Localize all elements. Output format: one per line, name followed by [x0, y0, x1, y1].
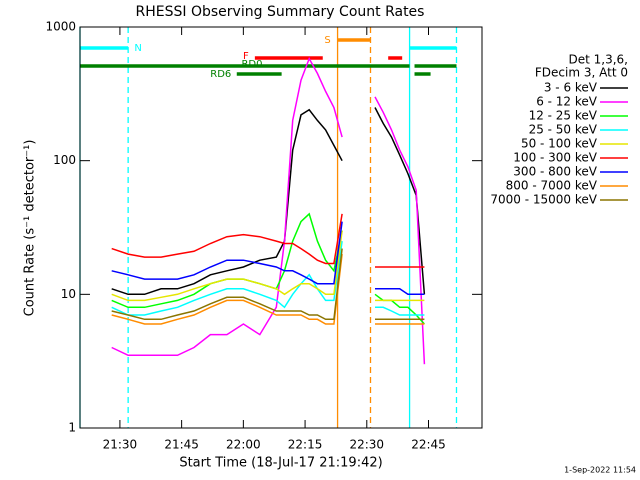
x-tick-label: 22:00 — [226, 438, 261, 452]
legend-label: 12 - 25 keV — [529, 109, 598, 123]
series-line — [111, 213, 425, 268]
legend-label: 800 - 7000 keV — [506, 179, 598, 193]
legend-label: 100 - 300 keV — [513, 151, 597, 165]
flag-label: RD0 — [241, 59, 262, 70]
flag-label: F — [243, 51, 249, 62]
legend-label: 7000 - 15000 keV — [490, 193, 597, 207]
y-tick-label: 1 — [68, 421, 76, 435]
y-tick-label: 1000 — [45, 20, 76, 34]
legend-label: 300 - 800 keV — [513, 165, 597, 179]
x-tick-label: 21:30 — [103, 438, 138, 452]
series-line — [111, 248, 425, 321]
y-axis-label: Count Rate (s⁻¹ detector⁻¹) — [23, 140, 38, 317]
x-tick-label: 21:45 — [164, 438, 199, 452]
legend-label: 50 - 100 keV — [521, 137, 598, 151]
flag-label: N — [134, 43, 141, 54]
y-tick-label: 10 — [61, 287, 76, 301]
series-line — [111, 254, 425, 325]
plot-frame — [79, 26, 483, 429]
x-tick-label: 22:45 — [411, 438, 446, 452]
legend-label: 6 - 12 keV — [536, 95, 598, 109]
flag-label: S — [324, 35, 330, 46]
legend-header: Det 1,3,6, — [569, 53, 629, 67]
legend-label: 3 - 6 keV — [544, 81, 598, 95]
x-tick-label: 22:15 — [288, 438, 323, 452]
series-line — [111, 221, 425, 296]
x-axis-label: Start Time (18-Jul-17 21:19:42) — [179, 456, 382, 471]
series-line — [111, 56, 426, 365]
x-tick-label: 22:30 — [349, 438, 384, 452]
series-line — [111, 230, 425, 302]
chart-title: RHESSI Observing Summary Count Rates — [136, 4, 425, 20]
flag-label: RD6 — [210, 69, 231, 80]
footer: 1-Sep-2022 11:54 — [564, 466, 636, 475]
legend-header: FDecim 3, Att 0 — [535, 66, 628, 80]
legend-label: 25 - 50 keV — [529, 123, 598, 137]
y-tick-label: 100 — [53, 153, 76, 167]
